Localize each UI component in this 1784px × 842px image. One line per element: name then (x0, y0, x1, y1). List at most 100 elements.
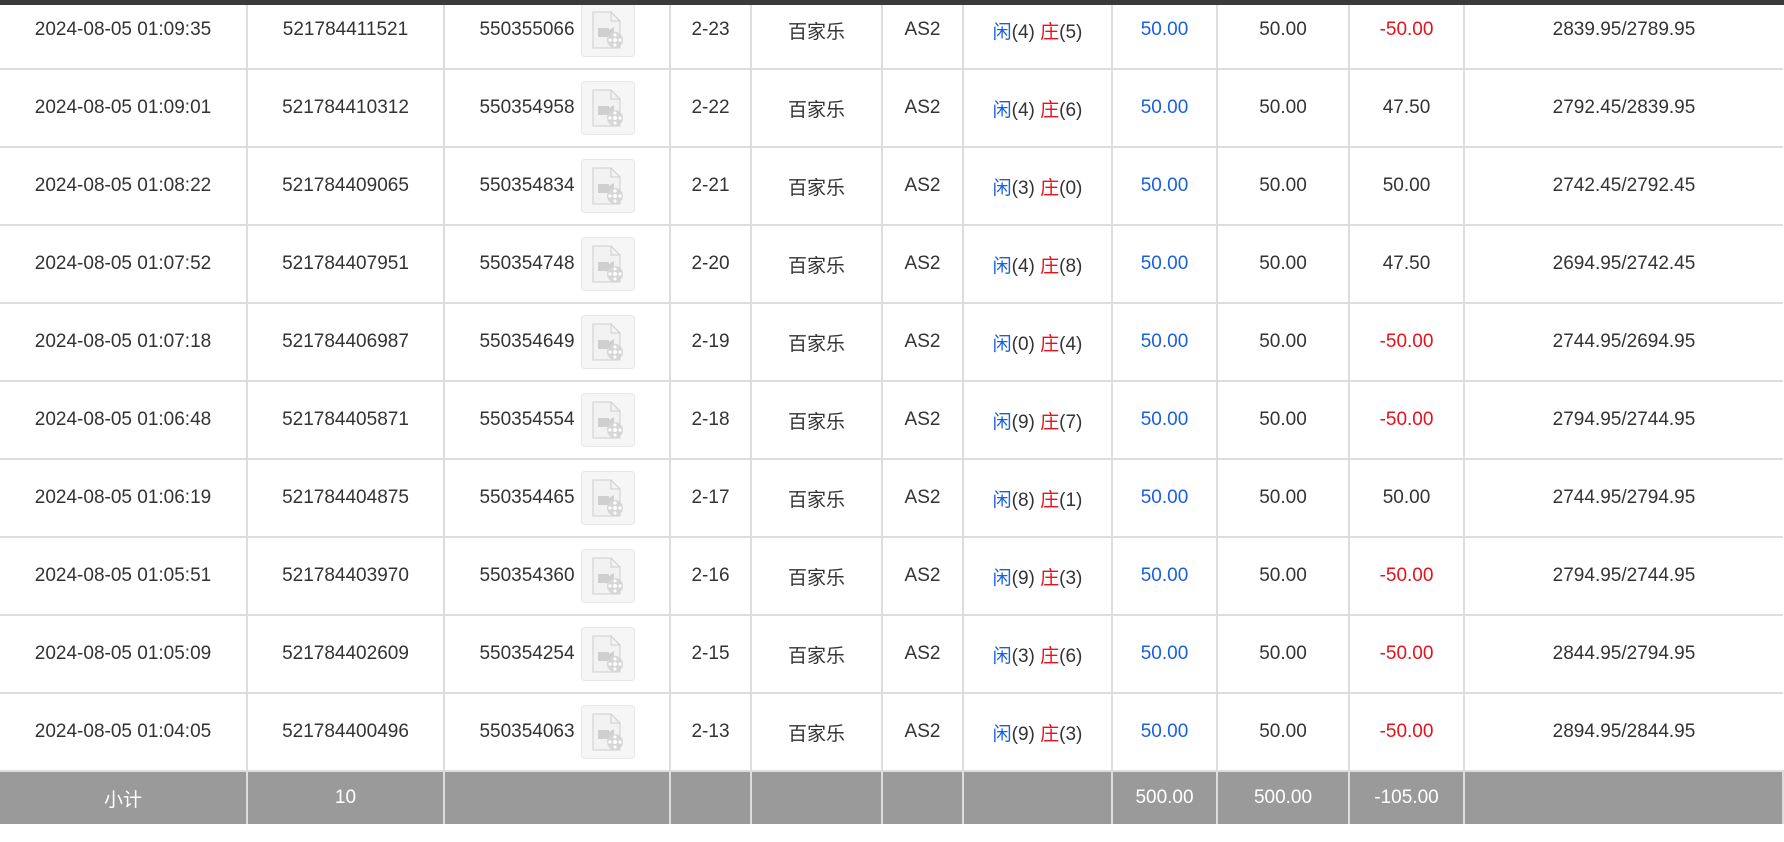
subtotal-count: 10 (246, 771, 445, 824)
shoe-number: 2-21 (669, 146, 752, 226)
win-loss: -50.00 (1348, 614, 1465, 694)
balance-change: 2794.95/2744.95 (1463, 380, 1783, 460)
win-loss: 50.00 (1348, 458, 1465, 538)
valid-amount: 50.00 (1216, 0, 1350, 70)
player-label: 闲 (992, 255, 1012, 277)
round-cell: 550354834 (443, 146, 671, 226)
table-name: AS2 (881, 380, 964, 460)
player-label: 闲 (992, 333, 1012, 355)
game-name: 百家乐 (750, 302, 883, 382)
balance-change: 2839.95/2789.95 (1463, 0, 1783, 70)
banker-score: (6) (1059, 645, 1083, 667)
shoe-number: 2-19 (669, 302, 752, 382)
player-label: 闲 (992, 21, 1012, 43)
balance-change: 2744.95/2694.95 (1463, 302, 1783, 382)
banker-label: 庄 (1040, 21, 1060, 43)
table-name: AS2 (881, 302, 964, 382)
bet-amount[interactable]: 50.00 (1111, 146, 1218, 226)
banker-label: 庄 (1040, 489, 1060, 511)
player-score: (4) (1011, 21, 1035, 43)
bet-amount[interactable]: 50.00 (1111, 458, 1218, 538)
bet-amount[interactable]: 50.00 (1111, 302, 1218, 382)
result: 闲(4) 庄(5) (962, 0, 1113, 70)
bet-amount[interactable]: 50.00 (1111, 224, 1218, 304)
bet-id: 521784402609 (246, 614, 445, 694)
result: 闲(4) 庄(6) (962, 68, 1113, 148)
player-score: (4) (1011, 99, 1035, 121)
banker-score: (0) (1059, 177, 1083, 199)
game-name: 百家乐 (750, 380, 883, 460)
video-file-icon[interactable] (580, 3, 635, 57)
table-name: AS2 (881, 692, 964, 772)
result: 闲(3) 庄(6) (962, 614, 1113, 694)
round-id: 550354554 (479, 409, 575, 431)
video-file-icon[interactable] (580, 549, 635, 603)
video-file-icon[interactable] (580, 237, 635, 291)
player-score: (9) (1011, 411, 1035, 433)
video-file-icon[interactable] (580, 627, 635, 681)
valid-amount: 50.00 (1216, 68, 1350, 148)
player-score: (9) (1011, 723, 1035, 745)
round-id: 550355066 (479, 19, 575, 41)
bet-id: 521784400496 (246, 692, 445, 772)
bet-id: 521784403970 (246, 536, 445, 616)
bet-amount[interactable]: 50.00 (1111, 536, 1218, 616)
table-row: 2024-08-05 01:05:51 521784403970 5503543… (0, 536, 1783, 616)
win-loss: 47.50 (1348, 224, 1465, 304)
bet-amount[interactable]: 50.00 (1111, 0, 1218, 70)
bet-id: 521784406987 (246, 302, 445, 382)
bet-amount[interactable]: 50.00 (1111, 614, 1218, 694)
bet-time: 2024-08-05 01:05:09 (0, 614, 248, 694)
video-file-icon[interactable] (580, 705, 635, 759)
video-file-icon[interactable] (580, 393, 635, 447)
round-id: 550354360 (479, 565, 575, 587)
bet-time: 2024-08-05 01:04:05 (0, 692, 248, 772)
valid-amount: 50.00 (1216, 224, 1350, 304)
video-file-icon[interactable] (580, 81, 635, 135)
player-label: 闲 (992, 411, 1012, 433)
bet-id: 521784404875 (246, 458, 445, 538)
win-loss: 50.00 (1348, 146, 1465, 226)
subtotal-valid: 500.00 (1216, 771, 1350, 824)
valid-amount: 50.00 (1216, 536, 1350, 616)
win-loss: -50.00 (1348, 692, 1465, 772)
player-score: (3) (1011, 177, 1035, 199)
subtotal-bet: 500.00 (1111, 771, 1218, 824)
shoe-number: 2-18 (669, 380, 752, 460)
shoe-number: 2-16 (669, 536, 752, 616)
table-row: 2024-08-05 01:07:18 521784406987 5503546… (0, 302, 1783, 382)
round-id: 550354254 (479, 643, 575, 665)
bet-history-table-container: 2024-08-05 01:09:35 521784411521 5503550… (0, 0, 1784, 824)
video-file-icon[interactable] (580, 315, 635, 369)
round-cell: 550354748 (443, 224, 671, 304)
table-row: 2024-08-05 01:09:35 521784411521 5503550… (0, 0, 1783, 70)
result: 闲(9) 庄(7) (962, 380, 1113, 460)
table-row: 2024-08-05 01:07:52 521784407951 5503547… (0, 224, 1783, 304)
player-label: 闲 (992, 645, 1012, 667)
player-label: 闲 (992, 489, 1012, 511)
balance-change: 2894.95/2844.95 (1463, 692, 1783, 772)
shoe-number: 2-15 (669, 614, 752, 694)
video-file-icon[interactable] (580, 471, 635, 525)
result: 闲(9) 庄(3) (962, 536, 1113, 616)
bet-amount[interactable]: 50.00 (1111, 380, 1218, 460)
shoe-number: 2-13 (669, 692, 752, 772)
valid-amount: 50.00 (1216, 146, 1350, 226)
round-id: 550354748 (479, 253, 575, 275)
banker-score: (7) (1059, 411, 1083, 433)
banker-label: 庄 (1040, 567, 1060, 589)
round-id: 550354465 (479, 487, 575, 509)
shoe-number: 2-20 (669, 224, 752, 304)
result: 闲(8) 庄(1) (962, 458, 1113, 538)
valid-amount: 50.00 (1216, 302, 1350, 382)
player-label: 闲 (992, 723, 1012, 745)
video-file-icon[interactable] (580, 159, 635, 213)
bet-time: 2024-08-05 01:06:19 (0, 458, 248, 538)
game-name: 百家乐 (750, 692, 883, 772)
bet-amount[interactable]: 50.00 (1111, 692, 1218, 772)
player-score: (9) (1011, 567, 1035, 589)
win-loss: -50.00 (1348, 380, 1465, 460)
banker-score: (3) (1059, 723, 1083, 745)
result: 闲(3) 庄(0) (962, 146, 1113, 226)
bet-amount[interactable]: 50.00 (1111, 68, 1218, 148)
